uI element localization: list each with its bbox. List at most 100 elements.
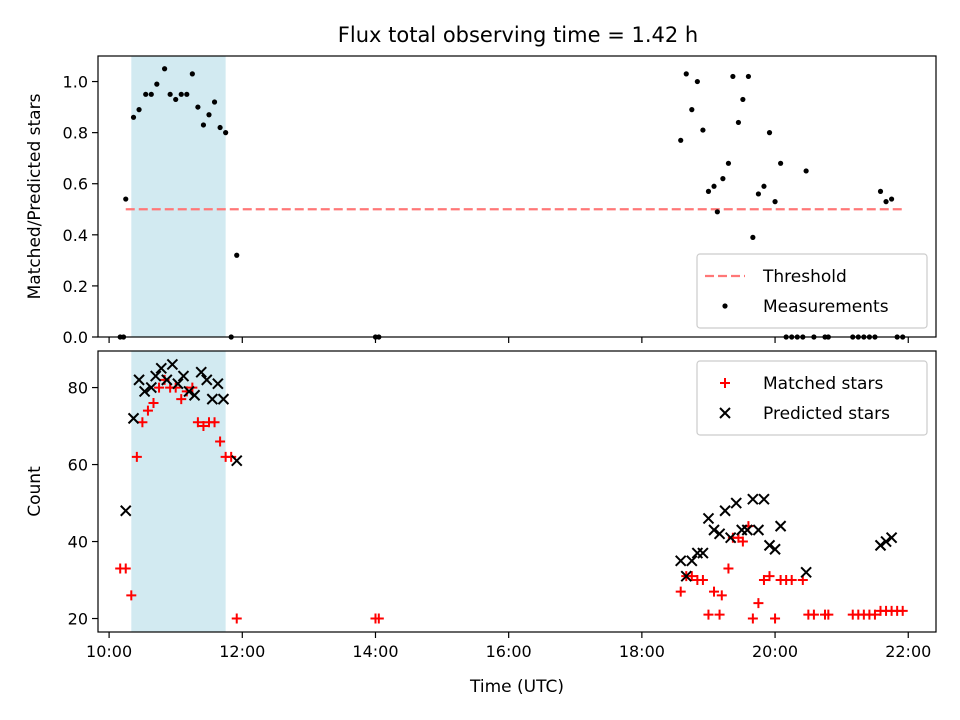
data-point [724, 531, 737, 544]
legend-swatch [722, 303, 728, 309]
data-point [192, 417, 203, 428]
data-point [703, 609, 714, 620]
data-point [683, 71, 689, 77]
bottom-panel-count-chart: 20 40 60 80 10:00 12:00 14:00 16:00 18:00 20:00 22… [25, 350, 937, 697]
data-point [177, 370, 190, 382]
data-point [176, 394, 187, 405]
data-point [808, 609, 819, 620]
data-point [217, 393, 230, 405]
data-point [723, 563, 734, 574]
x-tick-label: 12:00 [219, 642, 265, 661]
legend: Threshold Measurements [696, 253, 928, 329]
data-point [183, 385, 195, 398]
y-tick-label: 20 [68, 610, 88, 629]
data-point [725, 160, 732, 166]
data-point [170, 382, 181, 393]
y-axis-label: Matched/Predicted stars [25, 93, 45, 299]
data-point [120, 563, 131, 574]
legend-label: Matched stars [763, 374, 883, 394]
data-point [730, 497, 742, 509]
legend-label: Threshold [762, 267, 847, 287]
data-point [145, 381, 157, 394]
data-point [713, 528, 726, 540]
data-point [675, 586, 686, 597]
data-point [686, 555, 698, 567]
data-point [373, 613, 384, 624]
data-point [705, 188, 712, 194]
data-point [885, 531, 898, 544]
data-point [231, 454, 243, 467]
data-point [188, 389, 201, 401]
data-point [752, 524, 765, 536]
data-point [198, 421, 209, 432]
data-point [741, 524, 754, 536]
x-tick-label: 22:00 [885, 642, 931, 661]
y-axis-label: Count [25, 466, 45, 517]
data-point [195, 104, 201, 110]
data-point [758, 493, 770, 505]
data-point [136, 107, 142, 113]
data-point [173, 96, 179, 103]
data-point [150, 370, 162, 382]
data-point [897, 605, 908, 616]
data-point [154, 382, 165, 393]
data-point [716, 590, 727, 601]
data-point [161, 374, 173, 386]
y-tick-label: 80 [68, 379, 88, 398]
legend-box [696, 360, 928, 436]
data-point [120, 505, 132, 517]
y-tick-label: 0.6 [63, 175, 88, 194]
data-point [200, 122, 207, 128]
observing-window-shade [131, 56, 226, 337]
data-point [689, 107, 695, 113]
data-point [770, 613, 781, 624]
data-point [138, 385, 151, 398]
top-panel-ratio-chart: 0.0 0.2 0.4 0.6 0.8 1.0 Matched/Predicted star… [25, 55, 937, 347]
axes-frame [97, 55, 937, 338]
data-point [883, 199, 889, 205]
data-point [154, 81, 160, 87]
data-point [714, 209, 720, 215]
data-point [869, 609, 880, 620]
y-tick-label: 1.0 [63, 73, 88, 92]
data-point [786, 575, 797, 586]
data-point [750, 234, 756, 240]
data-point [195, 366, 207, 378]
data-point [142, 405, 153, 416]
x-tick-label: 20:00 [752, 642, 798, 661]
legend-swatch [719, 407, 731, 419]
data-point [148, 397, 159, 408]
data-point [234, 252, 240, 258]
data-point [127, 412, 140, 425]
data-point [803, 168, 809, 174]
legend: Matched stars Predicted stars [696, 360, 928, 436]
figure-title: Flux total observing time = 1.42 h [338, 23, 698, 47]
data-point [231, 613, 242, 624]
data-point [755, 191, 762, 197]
legend-label: Predicted stars [763, 404, 890, 424]
data-point [686, 571, 697, 582]
data-point [740, 96, 746, 103]
data-point [209, 417, 220, 428]
data-point [880, 535, 892, 548]
data-point [126, 590, 137, 601]
data-point [745, 73, 752, 80]
data-point [708, 524, 720, 536]
data-point [189, 71, 195, 77]
data-point [709, 586, 720, 597]
x-tick-label: 18:00 [619, 642, 665, 661]
data-point [778, 160, 784, 166]
data-point [700, 127, 706, 133]
data-point [184, 91, 190, 97]
data-point [747, 613, 758, 624]
data-point [215, 436, 226, 447]
data-point [823, 609, 834, 620]
data-point [201, 374, 213, 386]
data-point [137, 417, 148, 428]
data-point [774, 520, 787, 532]
data-point [675, 555, 687, 567]
data-point [206, 112, 212, 118]
data-point [155, 362, 167, 375]
series-matched-stars [115, 374, 908, 624]
data-point [133, 374, 145, 386]
